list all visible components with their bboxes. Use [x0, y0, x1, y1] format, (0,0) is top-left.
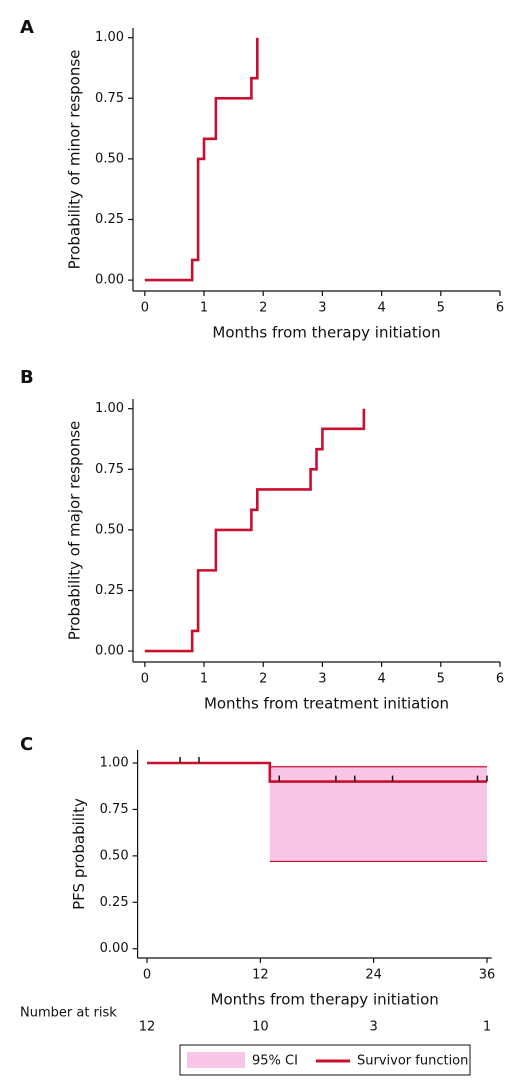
y-tick-label: 1.00 — [100, 756, 129, 771]
y-tick-label: 1.00 — [95, 30, 124, 45]
y-tick-label: 0.25 — [95, 583, 124, 598]
x-tick-label: 3 — [318, 301, 326, 316]
y-tick-label: 0.50 — [100, 848, 129, 863]
y-tick-label: 0.50 — [95, 151, 124, 166]
x-tick-label: 2 — [259, 301, 267, 316]
x-axis-label: Months from therapy initiation — [211, 991, 439, 1009]
x-tick-label: 0 — [141, 672, 149, 687]
x-tick-label: 5 — [437, 301, 445, 316]
legend-swatch — [187, 1052, 245, 1068]
y-axis-label: PFS probability — [70, 798, 88, 910]
x-tick-label: 1 — [200, 672, 208, 687]
y-axis-label: Probability of minor response — [66, 50, 84, 270]
x-tick-label: 1 — [200, 301, 208, 316]
x-axis-label: Months from treatment initiation — [204, 695, 449, 713]
x-tick-label: 24 — [365, 968, 382, 983]
ci-band — [269, 766, 487, 862]
y-tick-label: 0.25 — [95, 212, 124, 227]
y-axis-label: Probability of major response — [66, 421, 84, 641]
x-tick-label: 5 — [437, 672, 445, 687]
y-tick-label: 0.00 — [95, 273, 124, 288]
risk-count: 1 — [483, 1020, 491, 1035]
legend-box — [179, 1044, 471, 1076]
panel-label: B — [20, 367, 34, 388]
risk-count: 12 — [139, 1020, 156, 1035]
x-tick-label: 6 — [496, 301, 504, 316]
x-tick-label: 2 — [259, 672, 267, 687]
step-line — [147, 761, 487, 783]
y-tick-label: 0.00 — [95, 644, 124, 659]
panel-label: A — [20, 17, 34, 38]
step-line — [144, 37, 259, 282]
y-tick-label: 0.50 — [95, 522, 124, 537]
x-tick-label: 0 — [143, 968, 151, 983]
risk-table-label: Number at risk — [20, 1006, 117, 1021]
x-tick-label: 12 — [252, 968, 269, 983]
y-tick-label: 0.75 — [95, 91, 124, 106]
x-tick-label: 4 — [377, 301, 385, 316]
x-tick-label: 36 — [479, 968, 496, 983]
legend-label: Survivor function — [357, 1054, 468, 1069]
x-tick-label: 4 — [377, 672, 385, 687]
x-tick-label: 0 — [141, 301, 149, 316]
risk-count: 3 — [370, 1020, 378, 1035]
panel-label: C — [20, 734, 33, 755]
y-tick-label: 0.75 — [100, 802, 129, 817]
step-line — [144, 408, 366, 653]
x-tick-label: 6 — [496, 672, 504, 687]
x-tick-label: 3 — [318, 672, 326, 687]
y-tick-label: 0.75 — [95, 462, 124, 477]
x-axis-label: Months from therapy initiation — [212, 324, 440, 342]
y-tick-label: 0.00 — [100, 941, 129, 956]
legend-label: 95% CI — [252, 1054, 298, 1069]
y-tick-label: 1.00 — [95, 401, 124, 416]
risk-count: 10 — [252, 1020, 269, 1035]
y-tick-label: 0.25 — [100, 895, 129, 910]
